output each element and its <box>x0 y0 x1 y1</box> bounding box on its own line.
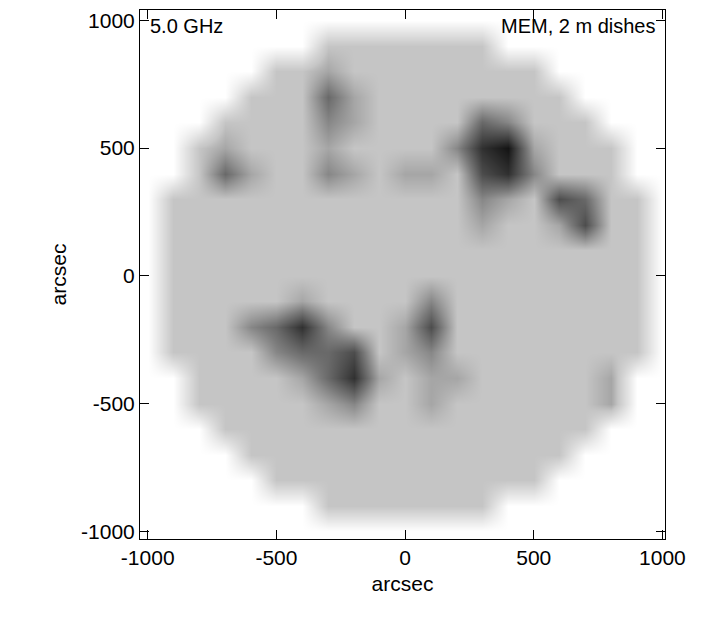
svg-text:0: 0 <box>123 264 135 287</box>
svg-text:arcsec: arcsec <box>372 572 434 595</box>
svg-text:500: 500 <box>516 546 551 569</box>
svg-text:arcsec: arcsec <box>47 244 70 306</box>
svg-text:-500: -500 <box>93 392 135 415</box>
svg-text:MEM, 2 m dishes: MEM, 2 m dishes <box>501 15 655 37</box>
svg-text:500: 500 <box>100 136 135 159</box>
svg-text:1000: 1000 <box>639 546 686 569</box>
svg-text:-1000: -1000 <box>81 520 135 543</box>
svg-text:-500: -500 <box>255 546 297 569</box>
svg-text:1000: 1000 <box>88 9 135 32</box>
svg-text:0: 0 <box>399 546 411 569</box>
svg-text:5.0 GHz: 5.0 GHz <box>150 15 223 37</box>
svg-text:-1000: -1000 <box>121 546 175 569</box>
